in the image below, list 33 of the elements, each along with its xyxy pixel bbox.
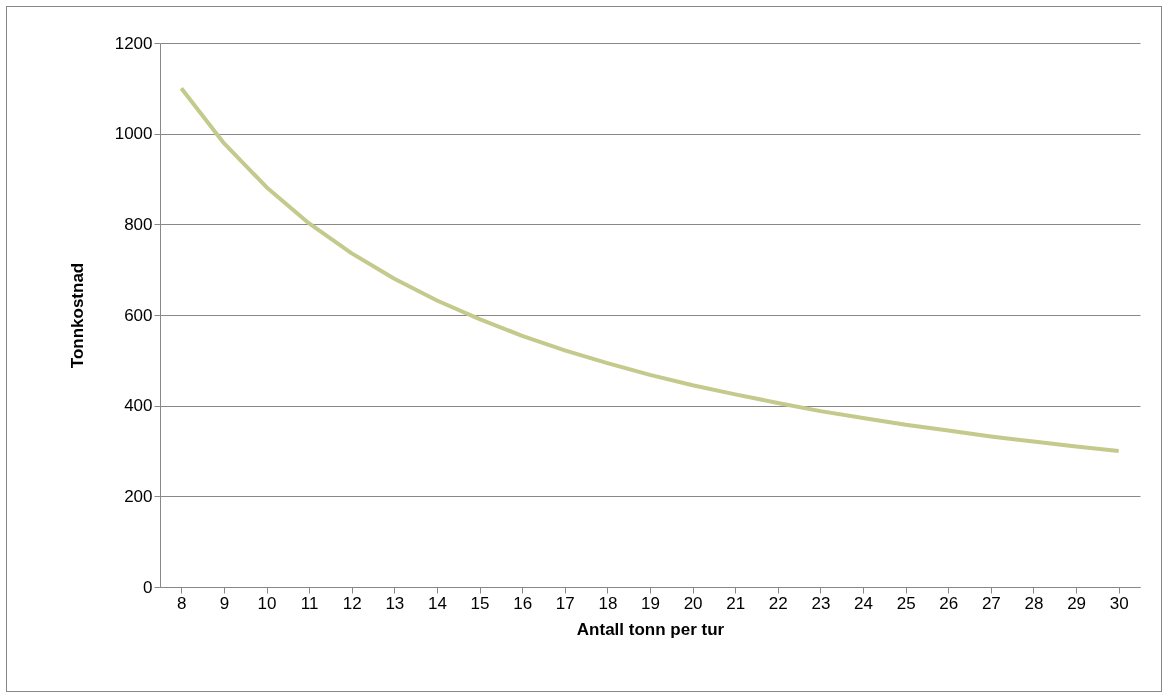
x-tick-label: 19 xyxy=(641,593,660,613)
x-tick-label: 29 xyxy=(1067,593,1087,613)
x-tick-label: 30 xyxy=(1109,593,1129,613)
x-tick-label: 20 xyxy=(683,593,703,613)
x-tick-label: 13 xyxy=(385,593,405,613)
x-tick-label: 15 xyxy=(470,593,490,613)
x-tick-label: 24 xyxy=(854,593,873,613)
y-tick-label: 800 xyxy=(124,214,153,234)
x-tick-label: 17 xyxy=(555,593,575,613)
x-tick-label: 8 xyxy=(177,593,187,613)
x-tick-label: 9 xyxy=(219,593,230,613)
y-tick-label: 600 xyxy=(124,305,153,325)
x-tick-label: 26 xyxy=(939,593,959,613)
y-tick-label: 200 xyxy=(124,486,153,506)
x-tick-label: 27 xyxy=(981,593,1001,613)
x-tick-label: 22 xyxy=(768,593,788,613)
x-tick-label: 16 xyxy=(513,593,533,613)
x-tick-label: 10 xyxy=(257,593,277,613)
x-tick-label: 21 xyxy=(726,593,746,613)
y-axis-title: Tonnkostnad xyxy=(67,262,87,369)
y-tick-label: 0 xyxy=(143,577,153,597)
line-series xyxy=(179,86,1121,453)
x-tick-label: 12 xyxy=(342,593,362,613)
y-tick-label: 400 xyxy=(124,396,153,416)
y-tick-label: 1000 xyxy=(114,124,153,144)
x-tick-label: 14 xyxy=(428,593,447,613)
x-tick-label: 11 xyxy=(300,593,319,613)
x-tick-label: 18 xyxy=(598,593,618,613)
x-tick-label: 28 xyxy=(1024,593,1044,613)
x-tick-label: 23 xyxy=(811,593,831,613)
x-axis-title: Antall tonn per tur xyxy=(576,619,725,639)
x-tick-label: 25 xyxy=(896,593,916,613)
y-tick-label: 1200 xyxy=(114,33,153,53)
